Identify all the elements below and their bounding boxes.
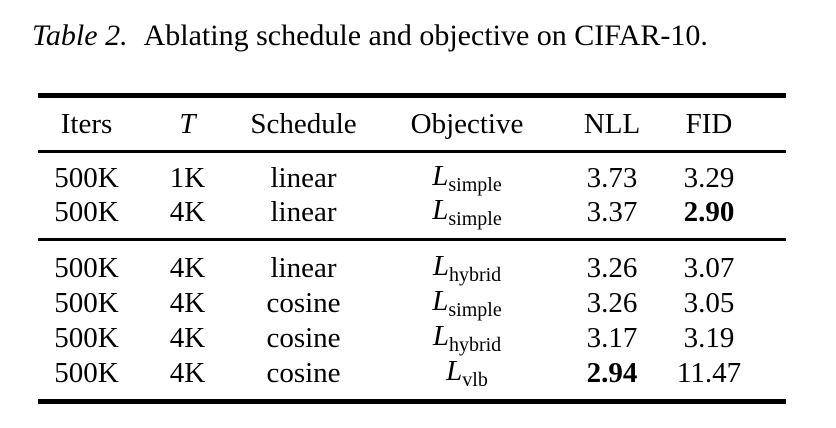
cell-iters: 500K (54, 287, 119, 319)
col-header-fid: FID (685, 107, 733, 140)
table-row: 500K 4K linear Lhybrid 3.26 3.07 (38, 251, 786, 286)
table-row: 500K 4K cosine Lvlb 2.94 11.47 (38, 356, 786, 391)
cell-schedule: cosine (266, 287, 341, 319)
table-row: 500K 4K cosine Lsimple 3.26 3.05 (38, 286, 786, 321)
table-caption-label: Table 2. (32, 19, 128, 52)
table-group-1: 500K 1K linear Lsimple 3.73 3.29 500K 4K… (38, 153, 786, 238)
table-rule-bottom (38, 399, 786, 404)
table-caption-text: Ablating schedule and objective on CIFAR… (143, 19, 708, 52)
cell-fid: 3.29 (683, 161, 735, 194)
cell-t: 4K (169, 357, 206, 389)
table-row: 500K 1K linear Lsimple 3.73 3.29 (38, 161, 786, 195)
cell-t: 4K (169, 195, 206, 228)
col-header-objective: Objective (410, 107, 524, 140)
cell-schedule: linear (270, 252, 337, 284)
cell-iters: 500K (54, 195, 119, 228)
cell-fid: 2.90 (683, 195, 735, 228)
cell-objective: Lsimple (367, 159, 567, 196)
cell-iters: 500K (54, 322, 119, 354)
objective-subscript: simple (448, 173, 502, 196)
cell-fid: 11.47 (676, 357, 742, 389)
cell-nll: 3.26 (586, 287, 638, 319)
cell-objective: Lvlb (367, 355, 567, 391)
cell-schedule: linear (270, 195, 337, 228)
table-row: 500K 4K linear Lsimple 3.37 2.90 (38, 195, 786, 229)
objective-symbol: L (432, 285, 449, 317)
table-header-row: Iters T Schedule Objective NLL FID (38, 98, 786, 150)
objective-subscript: simple (448, 207, 502, 230)
table-rule-top (38, 93, 786, 98)
table-caption: Table 2. Ablating schedule and objective … (32, 18, 708, 54)
cell-schedule: cosine (266, 322, 341, 354)
cell-nll: 3.26 (586, 252, 638, 284)
cell-nll: 3.17 (586, 322, 638, 354)
cell-t: 4K (169, 252, 206, 284)
cell-nll: 2.94 (586, 357, 638, 389)
objective-subscript: hybrid (448, 334, 502, 356)
objective-symbol: L (432, 159, 449, 192)
col-header-nll: NLL (583, 107, 641, 140)
cell-objective: Lhybrid (367, 250, 567, 286)
table-rule-mid (38, 238, 786, 241)
table-rule-header (38, 150, 786, 153)
cell-fid: 3.07 (683, 252, 735, 284)
objective-subscript: vlb (462, 369, 488, 391)
objective-symbol: L (446, 355, 463, 387)
cell-t: 1K (169, 161, 206, 194)
cell-t: 4K (169, 322, 206, 354)
objective-symbol: L (432, 250, 449, 282)
cell-fid: 3.05 (683, 287, 735, 319)
cell-iters: 500K (54, 357, 119, 389)
cell-iters: 500K (54, 161, 119, 194)
cell-t: 4K (169, 287, 206, 319)
cell-fid: 3.19 (683, 322, 735, 354)
objective-symbol: L (432, 193, 449, 226)
col-header-schedule: Schedule (250, 107, 357, 140)
table-group-2: 500K 4K linear Lhybrid 3.26 3.07 500K 4K… (38, 241, 786, 399)
cell-nll: 3.37 (586, 195, 638, 228)
cell-nll: 3.73 (586, 161, 638, 194)
cell-schedule: cosine (266, 357, 341, 389)
objective-subscript: hybrid (448, 264, 502, 286)
col-header-iters: Iters (60, 107, 113, 140)
cell-schedule: linear (270, 161, 337, 194)
ablation-table: Iters T Schedule Objective NLL FID 500K … (38, 93, 786, 404)
cell-objective: Lhybrid (367, 320, 567, 356)
cell-objective: Lsimple (367, 285, 567, 321)
objective-symbol: L (432, 320, 449, 352)
objective-subscript: simple (448, 299, 502, 321)
cell-iters: 500K (54, 252, 119, 284)
col-header-t: T (179, 107, 196, 140)
table-row: 500K 4K cosine Lhybrid 3.17 3.19 (38, 321, 786, 356)
cell-objective: Lsimple (367, 193, 567, 230)
